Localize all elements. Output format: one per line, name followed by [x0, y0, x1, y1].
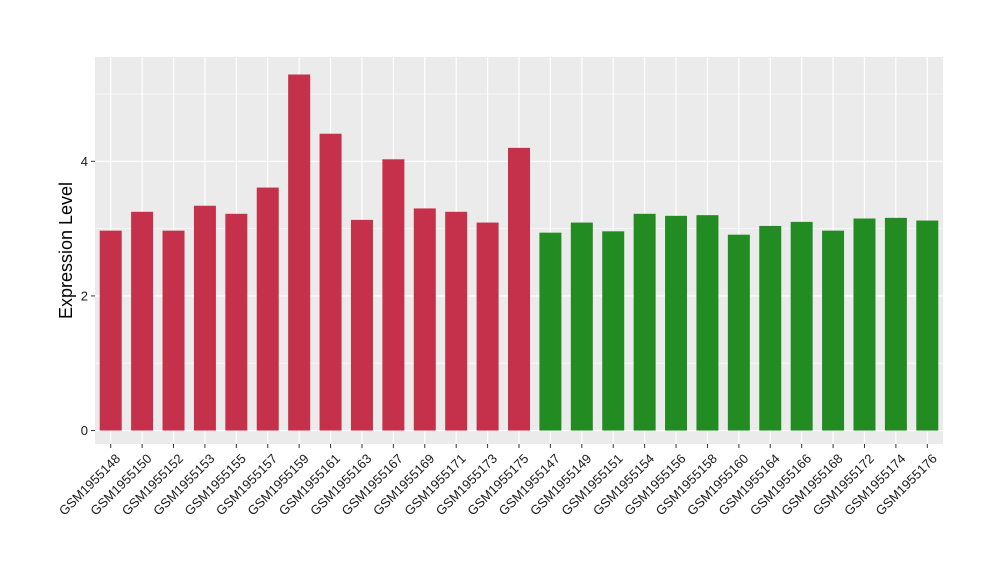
bar-GSM1955167 — [382, 159, 405, 431]
y-axis-title: Expression Level — [56, 182, 76, 319]
bar-GSM1955173 — [476, 222, 499, 431]
bar-GSM1955163 — [350, 219, 373, 431]
bar-GSM1955150 — [131, 211, 154, 431]
bar-GSM1955157 — [256, 187, 279, 431]
bar-GSM1955154 — [633, 213, 656, 431]
bar-GSM1955151 — [602, 231, 625, 431]
bar-GSM1955159 — [288, 74, 311, 431]
y-tick-label: 2 — [81, 288, 88, 303]
y-tick-label: 0 — [81, 423, 88, 438]
bar-GSM1955175 — [508, 147, 530, 431]
bar-GSM1955147 — [539, 232, 562, 431]
bar-GSM1955166 — [790, 221, 813, 431]
bar-GSM1955153 — [193, 205, 216, 431]
bar-GSM1955161 — [319, 133, 342, 431]
bar-GSM1955148 — [99, 230, 122, 431]
bar-GSM1955172 — [853, 218, 876, 431]
bar-GSM1955176 — [916, 220, 939, 431]
bar-GSM1955152 — [162, 230, 185, 431]
bar-GSM1955149 — [570, 222, 593, 431]
bar-GSM1955160 — [727, 234, 750, 431]
bar-GSM1955169 — [413, 208, 436, 431]
bar-GSM1955156 — [665, 215, 688, 431]
x-axis: GSM1955148GSM1955150GSM1955152GSM1955153… — [56, 444, 940, 518]
bar-GSM1955155 — [225, 213, 248, 431]
bar-GSM1955164 — [759, 225, 782, 431]
bar-GSM1955158 — [696, 215, 719, 431]
bar-GSM1955171 — [445, 211, 468, 431]
bar-GSM1955174 — [884, 217, 907, 431]
y-axis: 0 2 4 — [81, 154, 95, 438]
bars — [99, 74, 939, 431]
y-tick-label: 4 — [81, 154, 88, 169]
bar-GSM1955168 — [822, 230, 845, 431]
